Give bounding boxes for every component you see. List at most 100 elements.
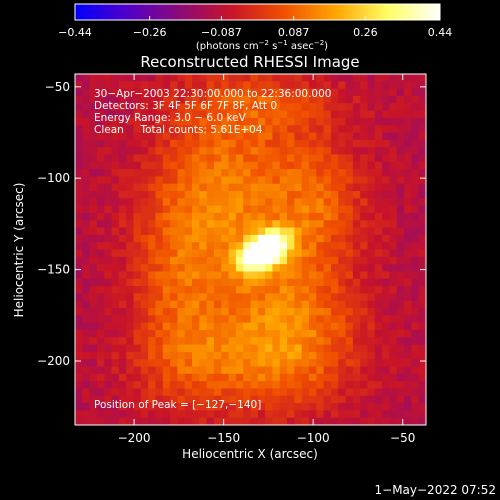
heatmap-cell: [316, 110, 325, 119]
heatmap-cell: [279, 366, 288, 375]
heatmap-cell: [345, 271, 354, 280]
heatmap-cell: [323, 264, 332, 272]
heatmap-cell: [294, 315, 303, 324]
heatmap-cell: [243, 322, 251, 331]
heatmap-cell: [294, 117, 303, 126]
heatmap-cell: [177, 191, 186, 199]
heatmap-cell: [250, 271, 259, 280]
heatmap-cell: [316, 359, 325, 367]
heatmap-cell: [374, 271, 383, 280]
heatmap-cell: [192, 322, 200, 331]
heatmap-cell: [82, 366, 91, 375]
heatmap-cell: [177, 373, 186, 382]
heatmap-cell: [170, 308, 178, 316]
heatmap-cell: [352, 154, 361, 163]
heatmap-cell: [118, 198, 127, 207]
heatmap-cell: [118, 395, 127, 404]
heatmap-cell: [301, 329, 310, 338]
heatmap-cell: [104, 322, 112, 331]
heatmap-cell: [170, 169, 178, 177]
heatmap-cell: [104, 147, 112, 155]
heatmap-cell: [360, 249, 368, 258]
heatmap-cell: [250, 88, 259, 97]
heatmap-cell: [301, 264, 310, 272]
heatmap-cell: [82, 103, 91, 111]
heatmap-cell: [170, 95, 178, 104]
heatmap-cell: [404, 139, 412, 148]
heatmap-cell: [265, 344, 273, 353]
heatmap-cell: [170, 388, 178, 397]
heatmap-cell: [287, 125, 295, 133]
heatmap-cell: [140, 322, 149, 331]
heatmap-cell: [118, 315, 127, 324]
heatmap-cell: [118, 249, 127, 258]
heatmap-cell: [257, 337, 266, 345]
heatmap-cell: [89, 161, 98, 170]
heatmap-cell: [243, 308, 251, 316]
heatmap-cell: [184, 95, 193, 104]
heatmap-cell: [155, 329, 164, 338]
heatmap-cell: [360, 264, 368, 272]
heatmap-cell: [323, 395, 332, 404]
heatmap-cell: [228, 103, 237, 111]
heatmap-cell: [265, 88, 273, 97]
heatmap-cell: [404, 191, 412, 199]
heatmap-cell: [184, 176, 193, 185]
heatmap-cell: [199, 198, 208, 207]
heatmap-cell: [104, 81, 112, 90]
heatmap-cell: [294, 388, 303, 397]
heatmap-cell: [199, 176, 208, 185]
heatmap-cell: [279, 264, 288, 272]
heatmap-cell: [294, 329, 303, 338]
heatmap-cell: [199, 256, 208, 265]
heatmap-cell: [82, 125, 91, 133]
heatmap-cell: [192, 234, 200, 243]
heatmap-cell: [367, 410, 376, 419]
heatmap-cell: [155, 212, 164, 221]
heatmap-cell: [118, 205, 127, 214]
heatmap-cell: [257, 322, 266, 331]
heatmap-cell: [89, 366, 98, 375]
heatmap-cell: [382, 417, 390, 425]
heatmap-cell: [309, 117, 317, 126]
heatmap-cell: [265, 410, 273, 419]
heatmap-cell: [389, 234, 398, 243]
heatmap-cell: [155, 293, 164, 302]
heatmap-cell: [330, 154, 339, 163]
heatmap-cell: [213, 315, 222, 324]
heatmap-cell: [82, 249, 91, 258]
heatmap-cell: [82, 205, 91, 214]
heatmap-cell: [389, 74, 398, 82]
heatmap-cell: [148, 227, 156, 236]
heatmap-cell: [309, 169, 317, 177]
heatmap-cell: [265, 329, 273, 338]
heatmap-cell: [162, 103, 171, 111]
heatmap-cell: [316, 161, 325, 170]
heatmap-cell: [243, 147, 251, 155]
heatmap-cell: [345, 242, 354, 250]
heatmap-cell: [111, 132, 120, 141]
heatmap-cell: [170, 183, 178, 192]
heatmap-cell: [133, 359, 142, 367]
heatmap-cell: [104, 242, 112, 250]
heatmap-cell: [192, 242, 200, 250]
heatmap-cell: [360, 117, 368, 126]
heatmap-cell: [243, 74, 251, 82]
heatmap-cell: [382, 154, 390, 163]
heatmap-cell: [265, 242, 273, 250]
heatmap-cell: [418, 271, 426, 280]
heatmap-cell: [235, 103, 244, 111]
heatmap-cell: [221, 286, 229, 294]
heatmap-cell: [235, 198, 244, 207]
heatmap-cell: [323, 147, 332, 155]
heatmap-cell: [155, 220, 164, 228]
heatmap-cell: [360, 329, 368, 338]
heatmap-cell: [279, 103, 288, 111]
heatmap-cell: [75, 117, 83, 126]
heatmap-cell: [279, 351, 288, 360]
heatmap-cell: [235, 366, 244, 375]
heatmap-cell: [104, 212, 112, 221]
heatmap-cell: [126, 278, 134, 287]
heatmap-cell: [309, 198, 317, 207]
heatmap-cell: [228, 373, 237, 382]
